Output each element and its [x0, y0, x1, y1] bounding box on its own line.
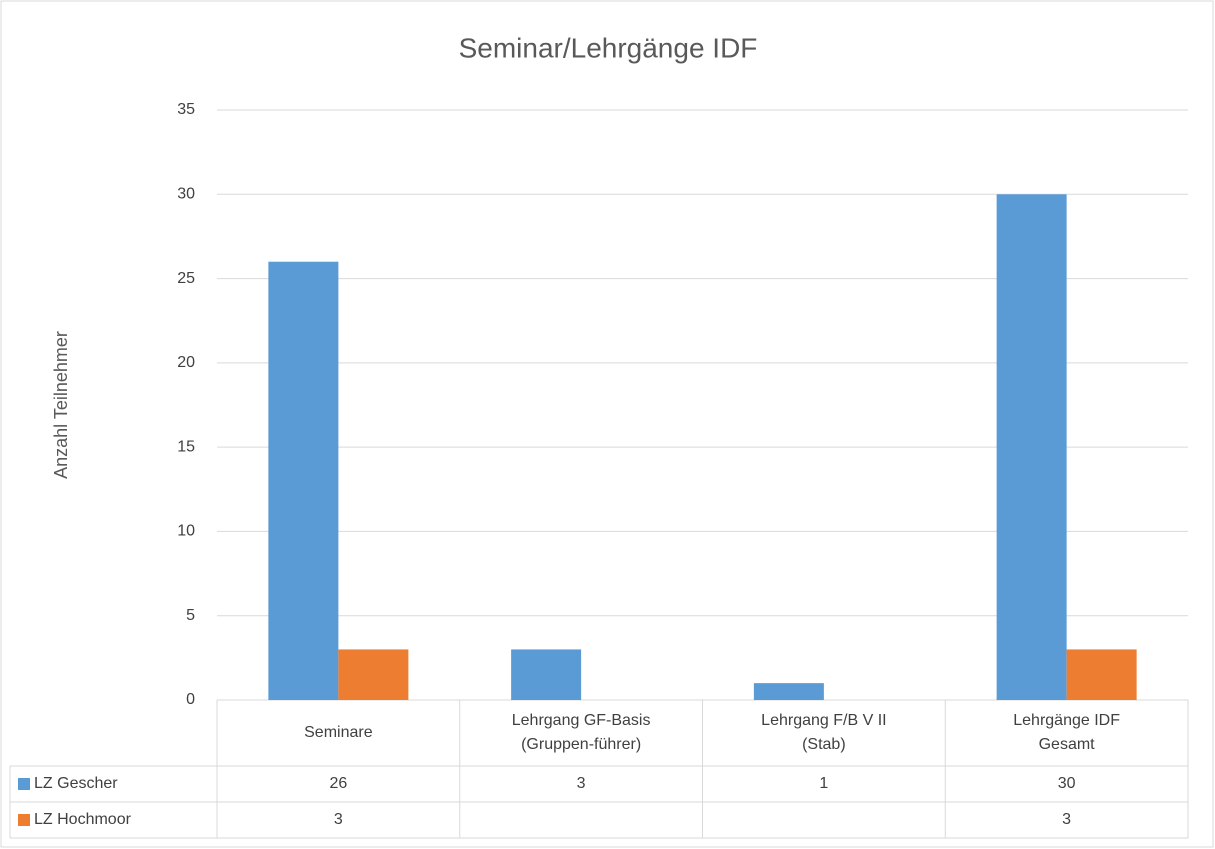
bar — [338, 649, 409, 700]
data-table-value: 3 — [334, 811, 343, 828]
y-tick-label: 0 — [186, 691, 195, 708]
data-table-value: 3 — [1062, 811, 1071, 828]
y-tick-label: 20 — [177, 354, 195, 371]
legend-key — [18, 814, 30, 826]
y-tick-label: 10 — [177, 523, 195, 540]
y-tick-label: 15 — [177, 438, 195, 455]
legend-label: LZ Gescher — [34, 775, 118, 792]
category-text: Lehrgänge IDF Gesamt — [1013, 712, 1120, 753]
y-tick-label: 35 — [177, 101, 195, 118]
bar — [753, 683, 824, 700]
y-axis-label: Anzahl Teilnehmer — [51, 331, 71, 479]
x-tick-label: Lehrgang GF-Basis (Gruppen-führer) — [460, 700, 703, 766]
y-tick-label: 30 — [177, 186, 195, 203]
data-table-value: 1 — [819, 775, 828, 792]
bar — [996, 194, 1067, 701]
bar — [268, 261, 339, 700]
bar — [511, 649, 582, 700]
legend-key — [18, 778, 30, 790]
x-tick-label: Lehrgang F/B V II (Stab) — [703, 700, 946, 766]
data-table-value: 30 — [1058, 775, 1076, 792]
chart-title: Seminar/Lehrgänge IDF — [459, 32, 758, 63]
category-text: Seminare — [304, 724, 373, 741]
data-table-value: 26 — [329, 775, 347, 792]
x-tick-label: Seminare — [217, 700, 460, 766]
x-tick-label: Lehrgänge IDF Gesamt — [945, 700, 1188, 766]
data-table-value: 3 — [577, 775, 586, 792]
category-text: Lehrgang GF-Basis (Gruppen-führer) — [511, 712, 651, 753]
bar — [1066, 649, 1137, 700]
y-tick-label: 25 — [177, 270, 195, 287]
category-text: Lehrgang F/B V II (Stab) — [761, 712, 887, 753]
y-tick-label: 5 — [186, 607, 195, 624]
legend-label: LZ Hochmoor — [34, 811, 132, 828]
